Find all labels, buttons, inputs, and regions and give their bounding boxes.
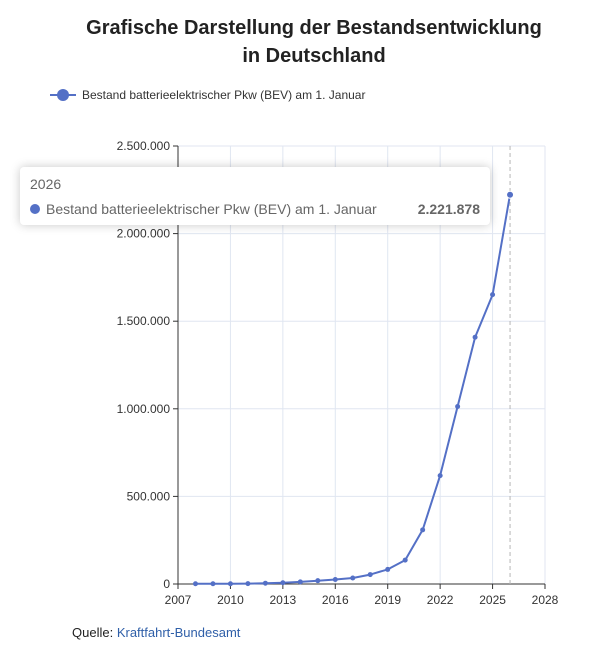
tooltip-series-name: Bestand batterieelektrischer Pkw (BEV) a… <box>46 201 377 217</box>
x-tick-label: 2007 <box>165 593 192 607</box>
x-tick-label: 2019 <box>374 593 401 607</box>
data-point <box>437 473 443 479</box>
y-axis-tick-labels: 0 500.000 1.000.000 1.500.000 2.000.000 2.500… <box>117 139 171 591</box>
tooltip-series-dot-icon <box>30 204 40 214</box>
data-point <box>367 572 373 578</box>
x-axis-tick-labels: 2007 2010 2013 2016 2019 2022 2025 2028 <box>165 593 559 607</box>
data-point <box>472 334 478 340</box>
data-point <box>210 581 216 587</box>
series-line <box>195 194 511 585</box>
x-tick-label: 2025 <box>479 593 506 607</box>
y-tick-label: 500.000 <box>127 489 171 503</box>
data-point <box>455 404 461 410</box>
chart-title-line-2: in Deutschland <box>242 45 386 67</box>
data-point <box>490 292 496 298</box>
x-tick-label: 2013 <box>270 593 297 607</box>
grid-lines <box>178 145 546 584</box>
tooltip-row: Bestand batterieelektrischer Pkw (BEV) a… <box>30 201 480 217</box>
y-tick-label: 0 <box>163 577 170 591</box>
tooltip-value: 2.221.878 <box>417 201 480 217</box>
x-tick-label: 2028 <box>532 593 559 607</box>
data-point <box>262 580 268 586</box>
y-tick-label: 2.000.000 <box>117 227 171 241</box>
data-point <box>192 581 198 587</box>
source-label: Quelle: <box>72 625 114 640</box>
source-link[interactable]: Kraftfahrt-Bundesamt <box>116 625 241 640</box>
data-point <box>315 578 321 584</box>
data-point <box>245 581 251 587</box>
data-point <box>280 580 286 586</box>
data-point <box>350 575 356 581</box>
legend-label: Bestand batterieelektrischer Pkw (BEV) a… <box>82 88 366 102</box>
data-point <box>402 557 408 563</box>
legend-item[interactable]: Bestand batterieelektrischer Pkw (BEV) a… <box>50 86 365 104</box>
x-tick-label: 2016 <box>322 593 349 607</box>
y-tick-label: 2.500.000 <box>117 139 171 153</box>
data-point <box>506 190 515 199</box>
data-point <box>227 581 233 587</box>
chart-title: Grafische Darstellung der Bestandsentwic… <box>40 14 588 70</box>
source-line: Quelle: Kraftfahrt-Bundesamt <box>72 625 240 640</box>
y-tick-label: 1.000.000 <box>117 402 171 416</box>
y-tick-label: 1.500.000 <box>117 314 171 328</box>
data-point <box>385 566 391 572</box>
tooltip: 2026 Bestand batterieelektrischer Pkw (B… <box>20 167 490 225</box>
chart-title-line-1: Grafische Darstellung der Bestandsentwic… <box>86 17 542 39</box>
series-bev <box>192 190 515 587</box>
legend-line-icon <box>50 88 76 102</box>
data-point <box>420 527 426 533</box>
data-point <box>332 577 338 583</box>
x-tick-label: 2010 <box>217 593 244 607</box>
data-point <box>297 579 303 585</box>
x-tick-label: 2022 <box>427 593 454 607</box>
tooltip-title: 2026 <box>30 176 62 192</box>
